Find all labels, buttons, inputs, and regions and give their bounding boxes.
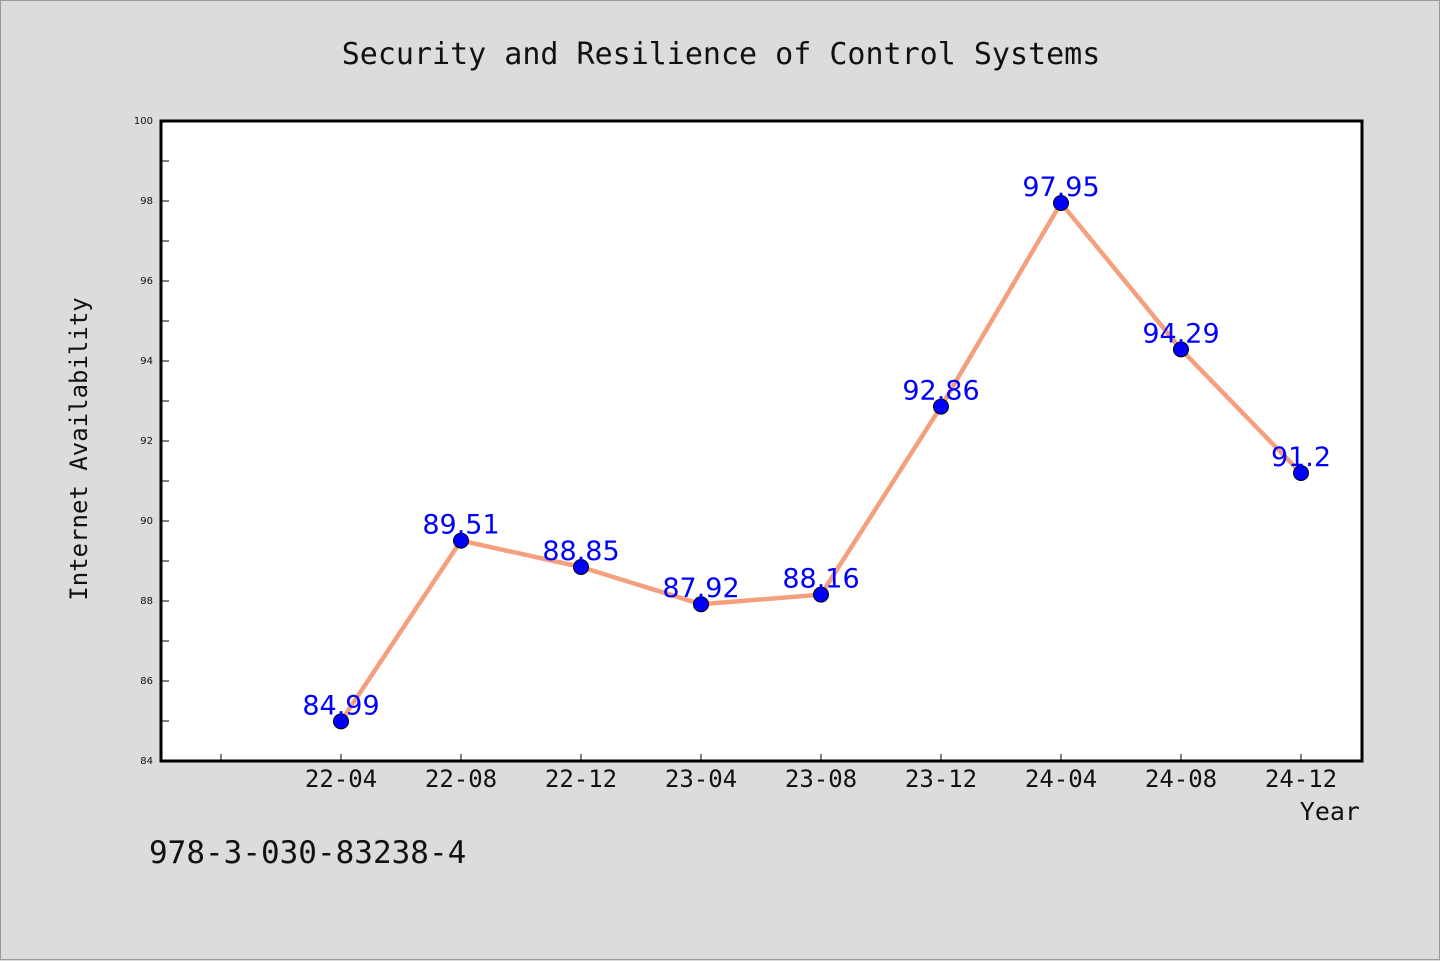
data-label: 87.92 bbox=[662, 573, 739, 604]
y-axis: 84 86 88 90 92 94 96 98 100 bbox=[134, 116, 169, 767]
data-label: 91.2 bbox=[1271, 442, 1331, 473]
data-point bbox=[933, 398, 949, 415]
data-label: 88.16 bbox=[782, 564, 859, 595]
data-label: 89.51 bbox=[422, 510, 499, 541]
y-tick-label: 84 bbox=[140, 756, 153, 767]
data-label: 84.99 bbox=[302, 690, 379, 721]
x-tick-label: 22-08 bbox=[425, 765, 497, 793]
x-axis: 22-04 22-08 22-12 23-04 23-08 23-12 24-04 24-08… bbox=[220, 754, 1337, 793]
data-label: 92.86 bbox=[902, 376, 979, 407]
data-point bbox=[693, 596, 709, 613]
chart-title: Security and Resilience of Control Syste… bbox=[342, 37, 1101, 72]
y-tick-label: 96 bbox=[140, 276, 153, 287]
y-tick-label: 86 bbox=[140, 676, 153, 687]
x-tick-label: 22-04 bbox=[305, 765, 377, 793]
data-point bbox=[333, 713, 349, 730]
x-tick-label: 22-12 bbox=[545, 765, 617, 793]
data-markers bbox=[333, 195, 1309, 730]
data-point bbox=[813, 586, 829, 603]
x-tick-label: 23-08 bbox=[785, 765, 857, 793]
isbn-text: 978-3-030-83238-4 bbox=[149, 835, 467, 871]
y-tick-label: 98 bbox=[140, 196, 153, 207]
x-tick-label: 24-08 bbox=[1145, 765, 1217, 793]
data-label: 88.85 bbox=[542, 536, 619, 567]
x-tick-label: 23-04 bbox=[665, 765, 737, 793]
y-tick-label: 94 bbox=[140, 356, 153, 367]
x-tick-label: 23-12 bbox=[905, 765, 977, 793]
data-point bbox=[1293, 465, 1309, 481]
data-labels: 84.99 89.51 88.85 87.92 88.16 92.86 97.95 94.29… bbox=[302, 172, 1331, 721]
y-tick-label: 88 bbox=[140, 596, 153, 607]
data-point bbox=[1053, 195, 1069, 211]
x-tick-label: 24-04 bbox=[1025, 765, 1097, 793]
data-point bbox=[1173, 341, 1189, 358]
x-axis-label: Year bbox=[1300, 797, 1360, 826]
y-tick-label: 100 bbox=[134, 116, 153, 127]
data-point bbox=[573, 559, 589, 575]
plot-area bbox=[159, 119, 1364, 763]
y-axis-label: Internet Availability bbox=[65, 297, 93, 600]
data-label: 97.95 bbox=[1022, 172, 1099, 203]
y-tick-label: 90 bbox=[140, 516, 153, 527]
x-tick-label: 24-12 bbox=[1265, 765, 1337, 793]
y-tick-label: 92 bbox=[140, 436, 153, 447]
data-label: 94.29 bbox=[1142, 318, 1219, 349]
data-point bbox=[453, 532, 469, 549]
